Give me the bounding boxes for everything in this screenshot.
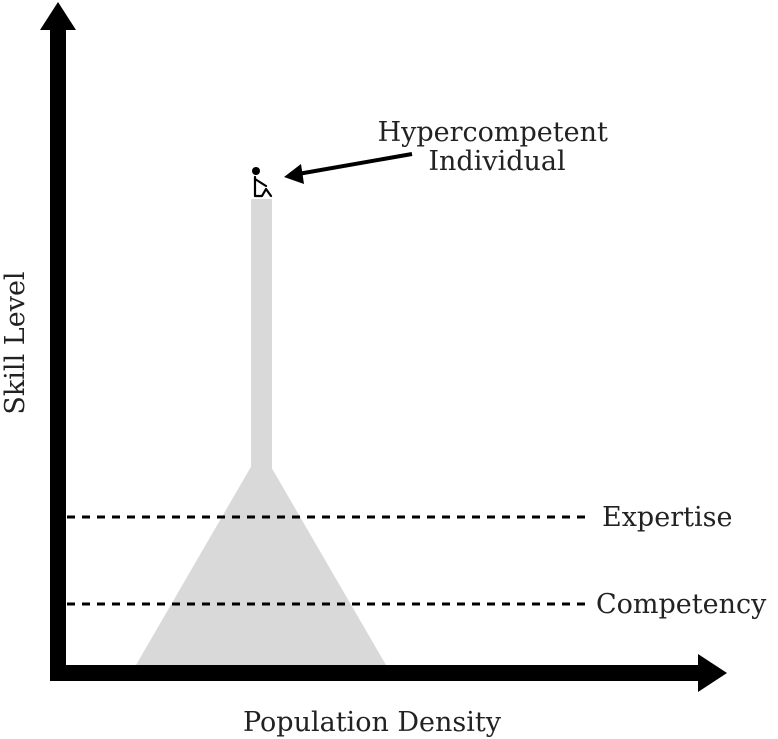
y-axis xyxy=(40,2,76,672)
x-axis-label: Population Density xyxy=(243,707,502,738)
distribution-base xyxy=(136,465,386,665)
competency-label: Competency xyxy=(596,589,767,620)
y-axis-label: Skill Level xyxy=(0,271,31,414)
annotation-line-2: Individual xyxy=(428,146,565,177)
annotation-line-1: Hypercompetent xyxy=(378,117,608,148)
y-axis-arrowhead xyxy=(40,2,76,30)
population-distribution xyxy=(136,199,386,665)
annotation-label: Hypercompetent Individual xyxy=(378,117,617,177)
annotation-arrow xyxy=(284,152,413,184)
distribution-column xyxy=(251,199,272,469)
x-axis-arrowhead xyxy=(698,654,727,692)
person-sitting-icon xyxy=(252,167,273,198)
expertise-label: Expertise xyxy=(602,502,732,533)
x-axis xyxy=(50,654,727,692)
